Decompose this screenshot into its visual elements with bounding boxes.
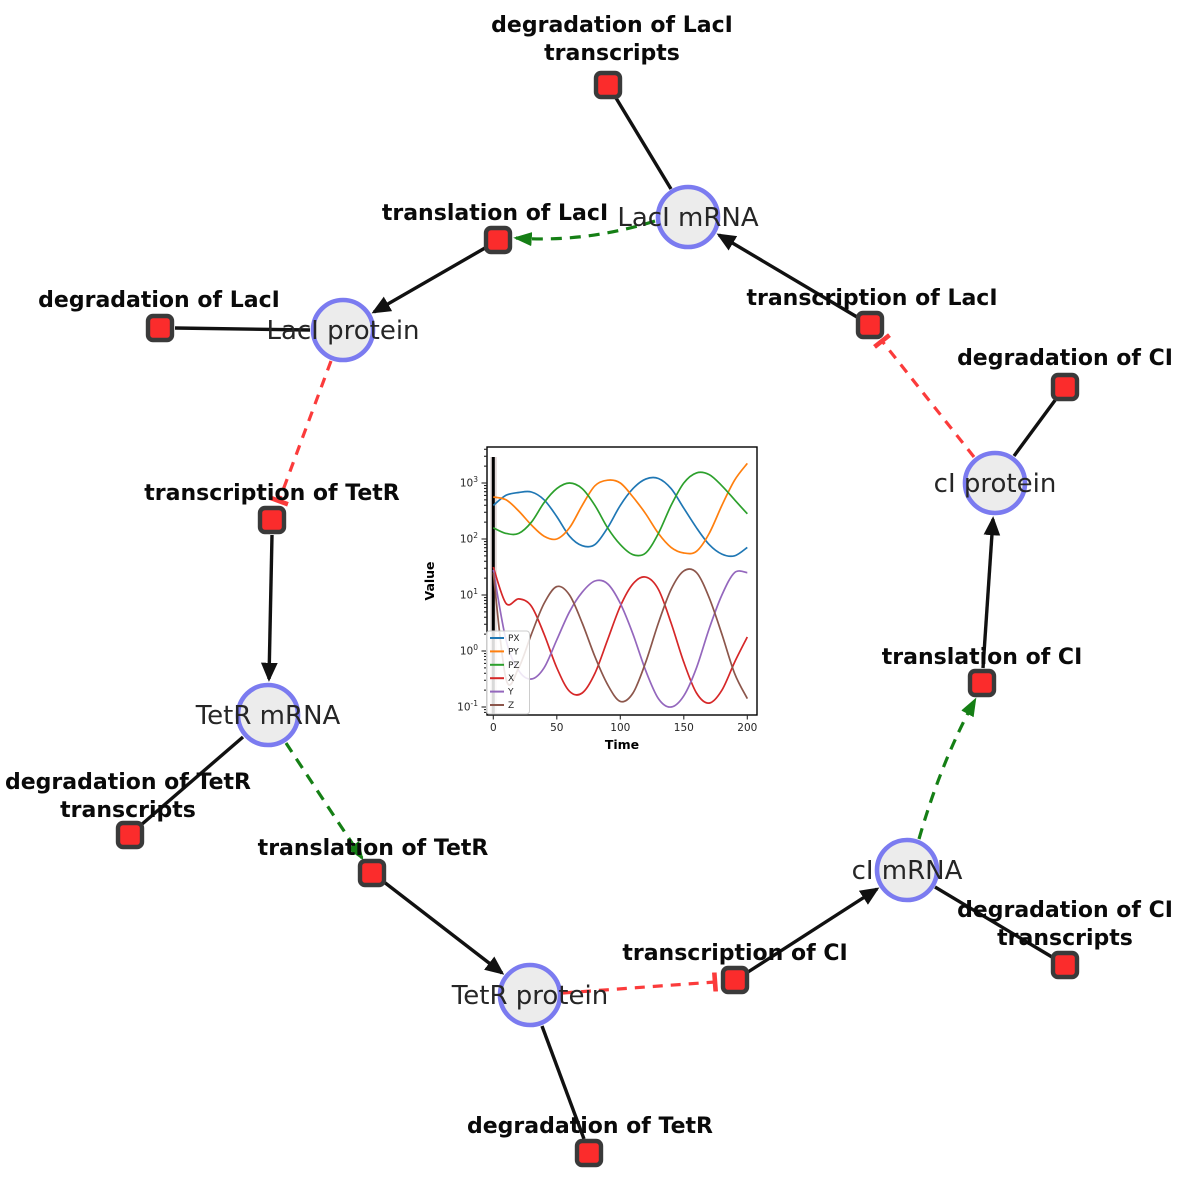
edge-tetr-protein-to-deg-tetr (540, 1025, 586, 1140)
species-node-tetr-mrna[interactable] (235, 682, 301, 748)
legend-label-PX: PX (508, 634, 520, 644)
edge-ci-protein-inhibits-transcription-laci (873, 333, 976, 458)
label-deg-tetr-transcripts-2: transcripts (60, 798, 196, 823)
x-tick-label: 0 (490, 722, 497, 734)
edge-transcription-ci-to-ci-mrna (747, 887, 880, 974)
reaction-node-deg-tetr-transcripts[interactable] (115, 820, 145, 850)
chart-xaxis-label: Time (605, 737, 639, 752)
species-node-laci-protein[interactable] (310, 297, 376, 363)
species-nodes-layer (235, 184, 1028, 1028)
x-tick-label: 100 (610, 722, 630, 734)
reaction-node-deg-ci-transcripts[interactable] (1050, 950, 1080, 980)
label-translation-ci: translation of CI (882, 645, 1083, 670)
reaction-nodes-layer (115, 70, 1080, 1168)
label-laci-protein: LacI protein (266, 316, 419, 346)
label-deg-tetr: degradation of TetR (467, 1114, 713, 1139)
edge-translation-tetr-to-tetr-protein (382, 880, 505, 975)
label-deg-ci-transcripts-1: degradation of CI (957, 898, 1173, 923)
y-tick-label: 10-1 (457, 699, 478, 714)
y-tick-label: 101 (460, 587, 478, 602)
label-translation-laci: translation of LacI (382, 201, 608, 226)
chart-curves (492, 462, 749, 708)
chart-series-X (492, 566, 749, 704)
label-transcription-tetr: transcription of TetR (144, 481, 400, 506)
label-deg-laci-transcripts-2: transcripts (544, 41, 680, 66)
reaction-node-deg-tetr[interactable] (574, 1138, 604, 1168)
legend-label-PZ: PZ (508, 661, 520, 671)
label-deg-laci-transcripts-1: degradation of LacI (491, 13, 733, 38)
y-tick-label: 102 (460, 531, 478, 546)
reaction-node-deg-ci[interactable] (1050, 372, 1080, 402)
label-deg-ci-transcripts-2: transcripts (997, 926, 1133, 951)
reaction-node-transcription-laci[interactable] (855, 310, 885, 340)
chart-series-Y (492, 569, 748, 708)
edge-transcription-laci-to-laci-mrna (716, 233, 858, 319)
edge-translation-ci-to-ci-protein (981, 516, 1001, 669)
species-node-ci-mrna[interactable] (874, 837, 940, 903)
edge-ci-mrna-to-deg-transcripts (934, 885, 1053, 959)
edges-layer (139, 97, 1058, 1140)
reaction-node-translation-ci[interactable] (967, 668, 997, 698)
edge-translation-laci-to-laci-protein (371, 246, 486, 314)
edge-transcription-tetr-to-tetr-mrna (260, 534, 278, 682)
edge-laci-mrna-to-deg-transcripts (614, 97, 673, 190)
edge-tetr-mrna-to-deg-transcripts (139, 735, 245, 827)
legend-label-Z: Z (508, 701, 514, 711)
label-transcription-ci: transcription of CI (622, 941, 847, 966)
species-node-tetr-protein[interactable] (497, 962, 563, 1028)
edge-tetr-mrna-to-translation-tetr-modifier (284, 742, 364, 861)
chart-legend: PX PY PZ XYZ (486, 630, 530, 715)
species-node-laci-mrna[interactable] (655, 184, 721, 250)
label-deg-ci: degradation of CI (957, 346, 1173, 371)
label-transcription-laci: transcription of LacI (746, 286, 997, 311)
edge-ci-protein-to-deg-ci (1012, 397, 1058, 458)
x-tick-label: 50 (550, 722, 563, 734)
label-tetr-protein: TetR protein (451, 981, 608, 1011)
legend-label-X: X (508, 674, 514, 684)
reaction-node-transcription-ci[interactable] (720, 965, 750, 995)
chart-series-Z (492, 568, 749, 703)
reaction-node-transcription-tetr[interactable] (257, 505, 287, 535)
legend-label-PY: PY (508, 647, 519, 657)
label-ci-protein: cI protein (934, 469, 1057, 499)
x-tick-label: 150 (674, 722, 694, 734)
reaction-node-deg-laci[interactable] (145, 313, 175, 343)
x-tick-label: 200 (737, 722, 757, 734)
label-deg-tetr-transcripts-1: degradation of TetR (5, 770, 251, 795)
legend-label-Y: Y (507, 688, 514, 698)
label-deg-laci: degradation of LacI (38, 288, 280, 313)
label-laci-mrna: LacI mRNA (617, 203, 758, 233)
y-tick-label: 103 (460, 475, 478, 490)
label-translation-tetr: translation of TetR (258, 836, 489, 861)
reaction-node-translation-tetr[interactable] (357, 858, 387, 888)
labels-layer: degradation of LacI transcripts translat… (5, 13, 1173, 1139)
reaction-node-translation-laci[interactable] (483, 225, 513, 255)
chart-yaxis-label: Value (422, 561, 437, 600)
chart-series-PY (493, 462, 748, 555)
reaction-node-deg-laci-transcripts[interactable] (593, 70, 623, 100)
species-node-ci-protein[interactable] (962, 450, 1028, 516)
label-tetr-mrna: TetR mRNA (195, 701, 341, 731)
edge-laci-protein-to-deg-laci (174, 326, 311, 332)
edge-laci-protein-inhibits-transcription-tetr (269, 360, 333, 507)
label-ci-mrna: cI mRNA (852, 856, 963, 886)
edge-tetr-protein-inhibits-transcription-ci (562, 972, 718, 995)
edge-ci-mrna-to-translation-ci-modifier (917, 697, 977, 840)
y-tick-label: 100 (460, 643, 478, 658)
chart-series-PZ (492, 471, 748, 557)
